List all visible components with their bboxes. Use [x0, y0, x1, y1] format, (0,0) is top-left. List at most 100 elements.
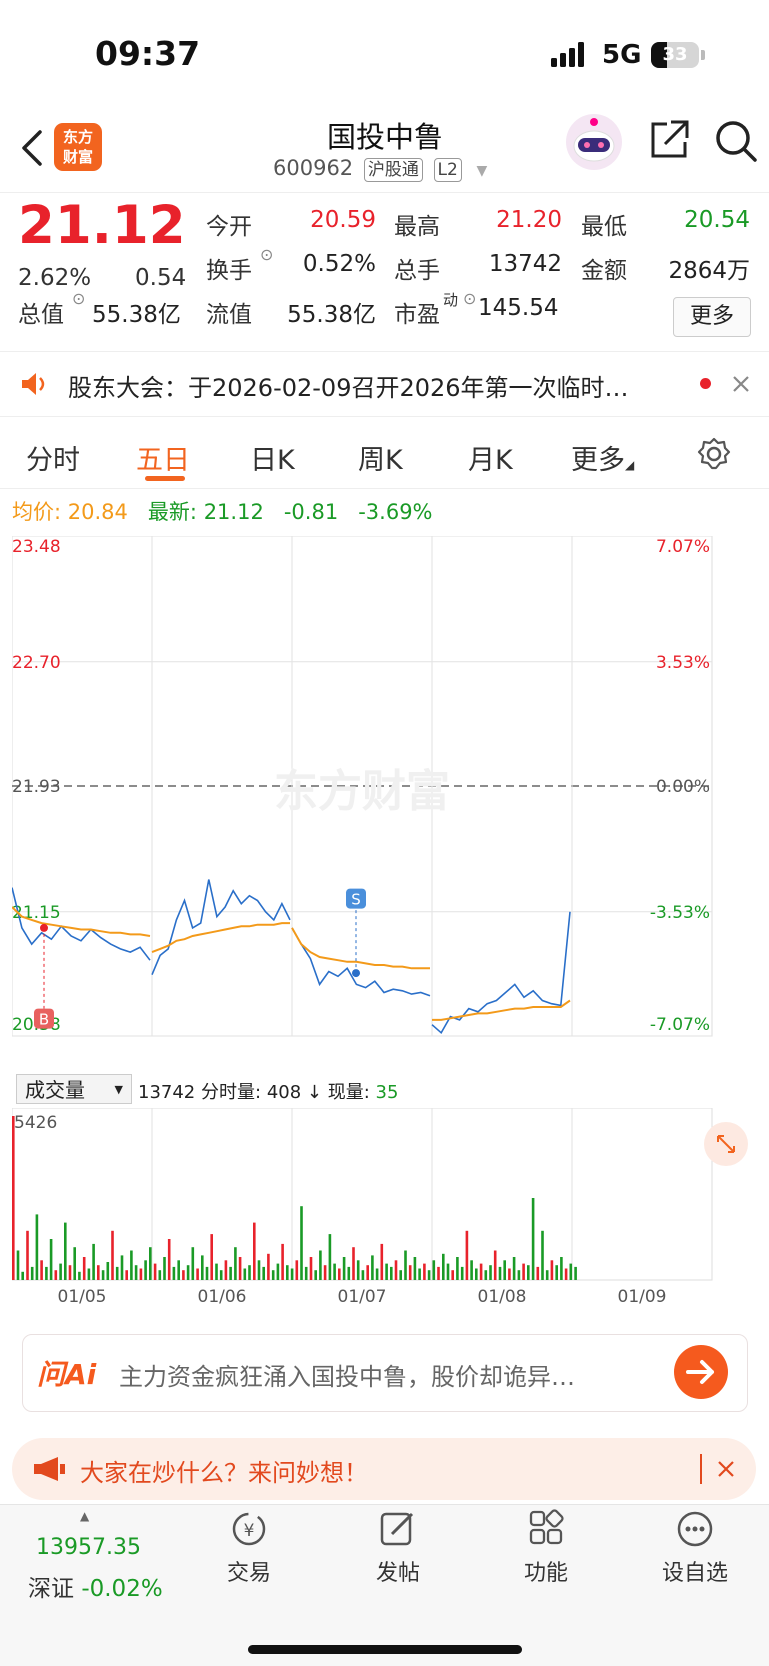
search-icon[interactable] — [713, 118, 759, 164]
series-line-price — [11, 887, 151, 961]
volume-frame — [11, 1107, 713, 1281]
volume-bar — [215, 1263, 218, 1280]
change-value: 0.54 — [135, 265, 187, 291]
settings-icon[interactable] — [697, 437, 731, 471]
current-volume-value: 35 — [375, 1082, 399, 1103]
clock: 09:37 — [95, 34, 201, 73]
close-icon[interactable] — [716, 1459, 736, 1479]
volume-bar — [92, 1243, 95, 1280]
trade-icon: ¥ — [232, 1512, 266, 1546]
info-dots-icon[interactable]: ⊙ — [260, 245, 274, 264]
volume-bar — [54, 1270, 58, 1280]
nav-functions[interactable]: 功能 — [501, 1509, 591, 1587]
unread-dot — [700, 378, 711, 389]
tab-daily-k[interactable]: 日K — [250, 445, 295, 476]
quote-panel: 21.12 2.62% 0.54 今开 20.59 最高 21.20 最低 20… — [0, 192, 769, 352]
info-dots-icon[interactable]: ⊙ — [463, 289, 477, 308]
volume-bar — [158, 1270, 162, 1280]
volume-bar — [531, 1198, 535, 1280]
tab-more[interactable]: 更多◢ — [571, 445, 635, 476]
tab-five-day[interactable]: 五日 — [136, 445, 190, 476]
indicator-select[interactable]: 成交量 ▼ — [16, 1074, 132, 1104]
volume-bar — [130, 1250, 133, 1280]
volume-bar — [139, 1268, 143, 1280]
ask-ai-bar[interactable]: 问Ai 主力资金疯狂涌入国投中鲁，股价却诡异… — [22, 1334, 748, 1412]
index-line[interactable]: 深证 -0.02% — [28, 1569, 163, 1603]
volume-bar — [97, 1265, 100, 1280]
current-volume-label: 现量: — [327, 1082, 370, 1103]
volume-bar — [286, 1265, 289, 1280]
volume-bar — [418, 1268, 421, 1280]
megaphone-icon — [34, 1457, 65, 1481]
tab-intraday[interactable]: 分时 — [26, 445, 80, 476]
x-axis-label: 01/07 — [338, 1287, 387, 1307]
index-change: -0.02% — [81, 1576, 163, 1602]
volume-bar — [125, 1270, 128, 1280]
arrow-right-icon — [686, 1360, 714, 1384]
chart-tabs: 分时 五日 日K 周K 月K 更多◢ — [0, 418, 769, 489]
volume-bar — [16, 1250, 20, 1280]
index-value[interactable]: 13957.35 — [36, 1535, 141, 1560]
promo-banner[interactable]: 大家在炒什么？来问妙想！ — [12, 1438, 756, 1500]
volume-bar — [238, 1257, 242, 1280]
volume-bar — [248, 1265, 251, 1280]
volume-value: 13742 — [488, 251, 562, 277]
robot-avatar[interactable] — [564, 112, 624, 172]
turnover-value: 0.52% — [302, 251, 376, 277]
volume-bar — [550, 1260, 554, 1280]
volume-bar — [342, 1257, 346, 1280]
volume-bar — [338, 1268, 341, 1280]
dropdown-triangle-icon[interactable]: ▼ — [476, 163, 488, 179]
battery-icon: 33 — [651, 42, 699, 68]
nav-trade[interactable]: ¥ 交易 — [204, 1509, 294, 1587]
volume-bar — [111, 1230, 114, 1280]
more-button[interactable]: 更多 — [673, 297, 751, 337]
avg-label: 均价: — [12, 500, 62, 524]
announcement-bar[interactable]: 股东大会：于2026-02-09召开2026年第一次临时… — [0, 352, 769, 417]
tab-monthly-k[interactable]: 月K — [468, 445, 513, 476]
high-value: 21.20 — [496, 207, 562, 233]
minute-volume-label: 分时量: — [201, 1082, 262, 1103]
volume-bar — [517, 1270, 521, 1280]
app-logo[interactable]: 东方 财富 — [54, 123, 102, 171]
volume-bar — [555, 1265, 558, 1280]
volume-bar — [536, 1266, 540, 1280]
home-indicator[interactable] — [248, 1645, 522, 1654]
price-chart[interactable]: 东方财富 23.48 7.07% 22.70 3.53% 21.93 0.00% 21.15-… — [11, 535, 756, 1068]
volume-bar — [304, 1266, 308, 1280]
volume-bar — [541, 1230, 544, 1280]
volume-bar — [219, 1270, 223, 1280]
volume-bar — [276, 1263, 280, 1280]
volume-bar — [167, 1239, 171, 1280]
volume-bar — [267, 1253, 270, 1280]
volume-bar — [352, 1247, 355, 1280]
expand-button[interactable] — [704, 1122, 748, 1166]
volume-label: 总手 — [394, 258, 440, 284]
tab-weekly-k[interactable]: 周K — [358, 445, 403, 476]
share-icon[interactable] — [647, 118, 691, 162]
watermark: 东方财富 — [274, 766, 450, 817]
volume-bar — [470, 1260, 473, 1280]
close-icon[interactable] — [731, 374, 751, 394]
volume-chart[interactable]: 5426 01/05 01/06 01/07 01/08 01/09 — [11, 1107, 756, 1308]
volume-bar — [333, 1263, 336, 1280]
nav-add-watchlist[interactable]: 设自选 — [650, 1509, 740, 1587]
volume-bar — [201, 1255, 204, 1280]
open-value: 20.59 — [310, 207, 376, 233]
open-label: 今开 — [206, 214, 252, 240]
edit-icon — [380, 1512, 414, 1546]
volume-bar — [186, 1265, 190, 1280]
pe-value: 145.54 — [478, 295, 559, 321]
volume-bar — [456, 1257, 459, 1280]
volume-bar — [432, 1260, 436, 1280]
ask-submit-button[interactable] — [674, 1345, 728, 1399]
minute-volume-value: 408 — [266, 1082, 302, 1103]
last-price: 21.12 — [18, 195, 186, 256]
info-dots-icon[interactable]: ⊙ — [72, 289, 86, 308]
nav-post[interactable]: 发帖 — [353, 1509, 443, 1587]
volume-bar — [328, 1234, 332, 1280]
price-axis-label: 22.70 — [12, 653, 61, 673]
pct-axis-label: 7.07% — [656, 537, 710, 557]
announcement-text: 股东大会：于2026-02-09召开2026年第一次临时… — [68, 374, 629, 402]
back-icon[interactable] — [18, 128, 44, 168]
